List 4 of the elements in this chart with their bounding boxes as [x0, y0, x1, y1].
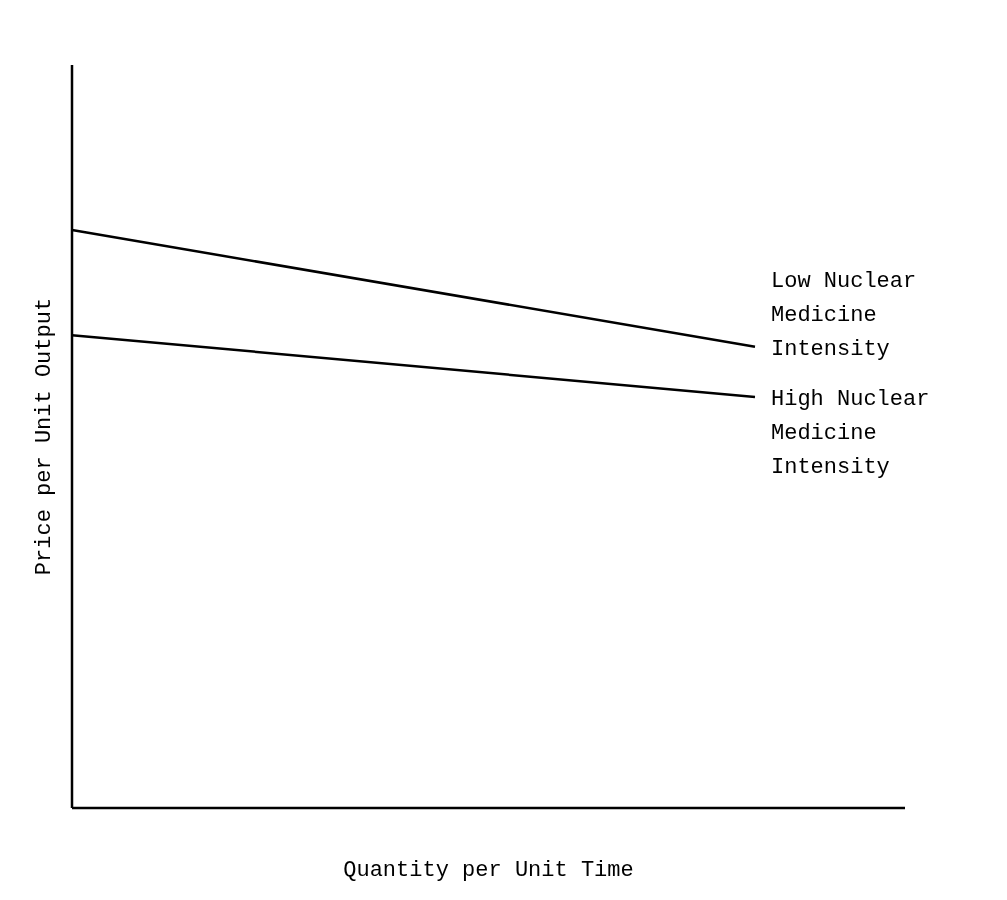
series-label: High Nuclear Medicine Intensity — [771, 386, 930, 480]
y-axis-title: Price per Unit Output — [31, 297, 57, 576]
x-axis-title: Quantity per Unit Time — [343, 858, 634, 883]
series-label: Low Nuclear Medicine Intensity — [771, 268, 917, 362]
